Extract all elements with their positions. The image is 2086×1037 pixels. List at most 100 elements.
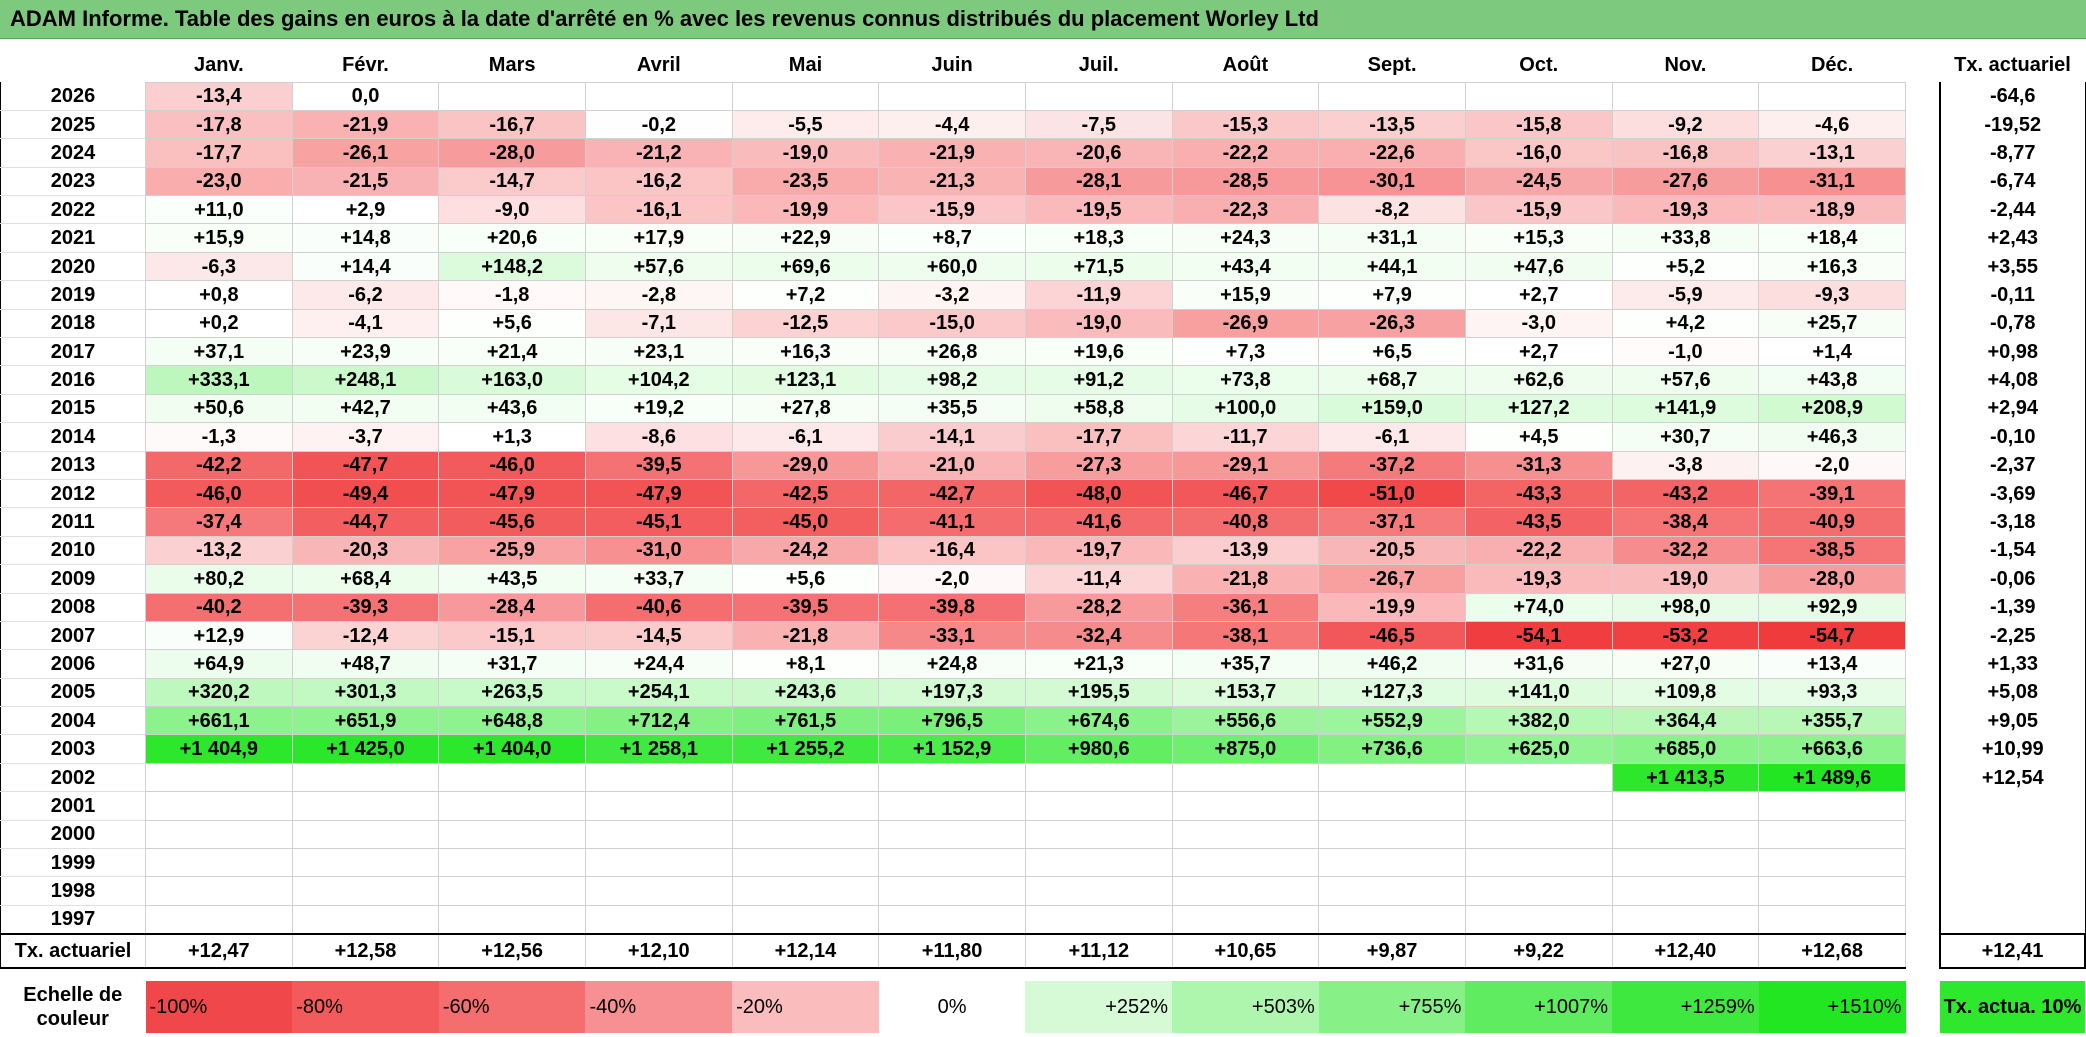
gain-cell: +21,3 xyxy=(1024,649,1173,679)
table-row xyxy=(145,848,1906,878)
gain-cell: -22,3 xyxy=(1171,195,1320,225)
gain-cell: +62,6 xyxy=(1464,365,1613,395)
gain-cell: -13,2 xyxy=(145,535,293,566)
year-label: 2010 xyxy=(0,536,145,566)
gain-cell: -37,2 xyxy=(1318,450,1466,480)
gain-cell: -26,9 xyxy=(1171,308,1320,339)
gain-cell: +18,4 xyxy=(1758,223,1906,253)
gain-cell xyxy=(584,819,733,850)
gain-cell: -43,2 xyxy=(1611,478,1760,509)
gain-cell xyxy=(731,848,880,878)
footer-rate-cell: +12,58 xyxy=(291,932,440,969)
gain-cell xyxy=(1024,81,1173,111)
gain-cell: -11,4 xyxy=(1024,564,1173,594)
tx-cell: +1,33 xyxy=(1939,649,2086,679)
gain-cell: -18,9 xyxy=(1758,195,1906,225)
gain-cell: -21,3 xyxy=(878,166,1026,197)
year-label: 2006 xyxy=(0,649,145,679)
gain-cell: +47,6 xyxy=(1464,251,1613,282)
tx-cell: -2,37 xyxy=(1939,451,2086,480)
table-row: +80,2 +68,4 +43,5 +33,7 +5,6 -2,0 -11,4 -21,8 -2… xyxy=(145,564,1906,594)
gain-cell: +980,6 xyxy=(1024,734,1173,764)
tx-cell: +2,94 xyxy=(1939,394,2086,423)
gain-cell: -16,4 xyxy=(878,535,1026,566)
table-row: -40,2 -39,3 -28,4 -40,6 -39,5 -39,8 -28,2 -36,1… xyxy=(145,592,1906,622)
gain-cell: -16,1 xyxy=(584,195,733,225)
gain-cell xyxy=(1611,81,1760,111)
gain-cell: -24,2 xyxy=(731,535,880,566)
table-row: +11,0 +2,9 -9,0 -16,1 -19,9 -15,9 -19,5 -22,3 -8… xyxy=(145,195,1906,225)
gain-cell: +48,7 xyxy=(291,649,440,679)
gain-cell: -43,5 xyxy=(1464,507,1613,537)
gain-cell xyxy=(731,819,880,850)
gain-cell: -39,1 xyxy=(1758,478,1906,509)
gain-cell: +68,7 xyxy=(1318,365,1466,395)
gain-cell: +37,1 xyxy=(145,337,293,367)
gain-cell: +195,5 xyxy=(1024,677,1173,708)
gain-cell: +7,2 xyxy=(731,280,880,310)
footer-rate-cell: +12,68 xyxy=(1758,932,1906,969)
gain-cell: +364,4 xyxy=(1611,706,1760,736)
gain-cell xyxy=(438,848,586,878)
gain-cell: -46,5 xyxy=(1318,620,1466,651)
gain-cell: -37,1 xyxy=(1318,507,1466,537)
gain-cell: +153,7 xyxy=(1171,677,1320,708)
gain-cell: -28,0 xyxy=(1758,564,1906,594)
footer-rate-cell: +11,80 xyxy=(878,932,1026,969)
gain-cell: +33,7 xyxy=(584,564,733,594)
gain-cell: +46,3 xyxy=(1758,422,1906,452)
gain-cell: -31,1 xyxy=(1758,166,1906,197)
table-row: +1 404,9 +1 425,0 +1 404,0 +1 258,1 +1 255,2… xyxy=(145,734,1906,764)
gain-cell xyxy=(438,81,586,111)
footer-tx-cell: +12,41 xyxy=(1939,932,2086,969)
year-label: 2017 xyxy=(0,337,145,367)
gain-cell: +875,0 xyxy=(1171,734,1320,764)
gain-cell: -51,0 xyxy=(1318,478,1466,509)
gain-cell: -15,8 xyxy=(1464,109,1613,140)
gain-cell: +1 152,9 xyxy=(878,734,1026,764)
gain-cell: +57,6 xyxy=(584,251,733,282)
gain-cell: -20,6 xyxy=(1024,138,1173,168)
scale-swatch: +755% xyxy=(1318,980,1466,1033)
gain-cell xyxy=(1611,904,1760,935)
gain-cell xyxy=(291,904,440,935)
tx-cell: -3,69 xyxy=(1939,479,2086,508)
gain-cell: -28,5 xyxy=(1171,166,1320,197)
tx-cell: +2,43 xyxy=(1939,223,2086,253)
gain-cell: -15,1 xyxy=(438,620,586,651)
gain-cell: +197,3 xyxy=(878,677,1026,708)
gain-cell: +50,6 xyxy=(145,393,293,424)
gain-cell: +648,8 xyxy=(438,706,586,736)
footer-rate-cell: +9,87 xyxy=(1318,932,1466,969)
gain-cell: -0,2 xyxy=(584,109,733,140)
gain-cell: -8,2 xyxy=(1318,195,1466,225)
gain-cell xyxy=(1171,762,1320,793)
gain-cell: +8,7 xyxy=(878,223,1026,253)
gain-cell xyxy=(1024,848,1173,878)
gain-cell: -16,0 xyxy=(1464,138,1613,168)
gain-cell xyxy=(878,848,1026,878)
year-label: 2008 xyxy=(0,593,145,622)
gain-cell: +15,3 xyxy=(1464,223,1613,253)
gain-cell: -17,7 xyxy=(145,138,293,168)
gain-cell xyxy=(291,791,440,821)
gain-cell: +60,0 xyxy=(878,251,1026,282)
gain-cell: -27,6 xyxy=(1611,166,1760,197)
table-row: -17,7 -26,1 -28,0 -21,2 -19,0 -21,9 -20,6 -22,2… xyxy=(145,138,1906,168)
month-header: Févr. xyxy=(292,48,439,83)
gain-cell: -16,2 xyxy=(584,166,733,197)
gain-cell: -41,6 xyxy=(1024,507,1173,537)
gain-cell: +22,9 xyxy=(731,223,880,253)
gain-cell: +109,8 xyxy=(1611,677,1760,708)
gain-cell: -46,7 xyxy=(1171,478,1320,509)
gain-cell: -20,3 xyxy=(291,535,440,566)
table-row: +64,9 +48,7 +31,7 +24,4 +8,1 +24,8 +21,3 +35,7 +… xyxy=(145,649,1906,679)
footer-label: Tx. actuariel xyxy=(0,932,145,969)
gain-cell xyxy=(878,876,1026,906)
gain-cell: -39,3 xyxy=(291,592,440,622)
gain-cell: -28,4 xyxy=(438,592,586,622)
year-label: 2012 xyxy=(0,479,145,509)
gain-cell: +24,8 xyxy=(878,649,1026,679)
gain-cell: +14,4 xyxy=(291,251,440,282)
year-label: 2004 xyxy=(0,706,145,736)
